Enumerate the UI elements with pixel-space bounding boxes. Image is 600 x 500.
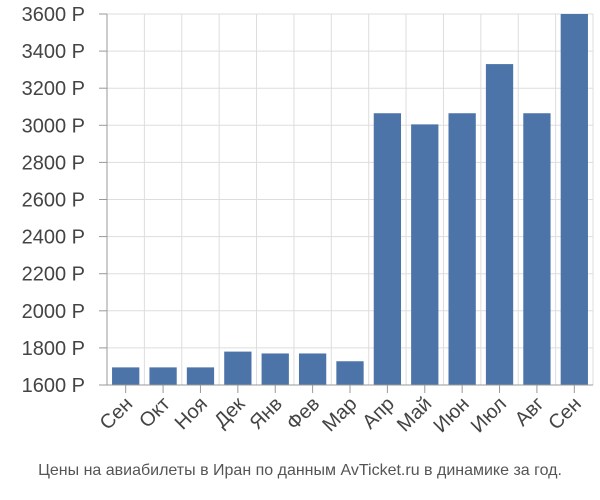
x-tick-label: Сен [544,393,585,434]
x-tick-label: Сен [96,393,137,434]
x-tick-label: Июл [467,393,511,437]
bar [261,353,289,385]
y-tick-label: 2800 Р [22,152,85,174]
bar [448,113,476,386]
y-tick-label: 1600 Р [22,375,85,397]
y-tick-label: 3600 Р [22,4,85,26]
x-tick-label: Окт [135,393,174,432]
y-tick-label: 2600 Р [22,190,85,212]
bar [560,14,588,385]
y-tick-label: 3000 Р [22,115,85,137]
y-tick-label: 1800 Р [22,338,85,360]
y-tick-label: 3200 Р [22,78,85,100]
bar [411,124,439,385]
x-tick-label: Фев [282,393,324,435]
bar [336,361,364,385]
bars [112,14,588,386]
bar [523,113,551,386]
bar [186,367,215,385]
bar [224,351,252,385]
axes [99,13,593,393]
x-tick-label: Дек [210,393,249,432]
y-tick-label: 2200 Р [22,264,85,286]
x-tick-label: Авг [511,393,549,431]
bar [298,353,327,385]
y-tick-label: 2000 Р [22,301,85,323]
bar [373,113,402,386]
bar [485,64,514,386]
x-tick-label: Май [393,393,436,436]
chart-caption: Цены на авиабилеты в Иран по данным AvTi… [38,462,562,479]
y-tick-label: 2400 Р [22,227,85,249]
y-tick-label: 3400 Р [22,41,85,63]
y-axis-tick-labels: 1600 Р 1800 Р 2000 Р 2200 Р 2400 Р 2600 Р 2800… [22,4,85,397]
gridlines [106,13,594,386]
x-tick-label: Апр [358,393,399,434]
x-tick-label: Янв [246,393,287,434]
x-tick-label: Ноя [171,393,212,434]
bar [149,367,177,385]
x-tick-label: Июн [430,393,474,437]
bar [112,367,140,385]
x-tick-label: Мар [318,393,361,436]
